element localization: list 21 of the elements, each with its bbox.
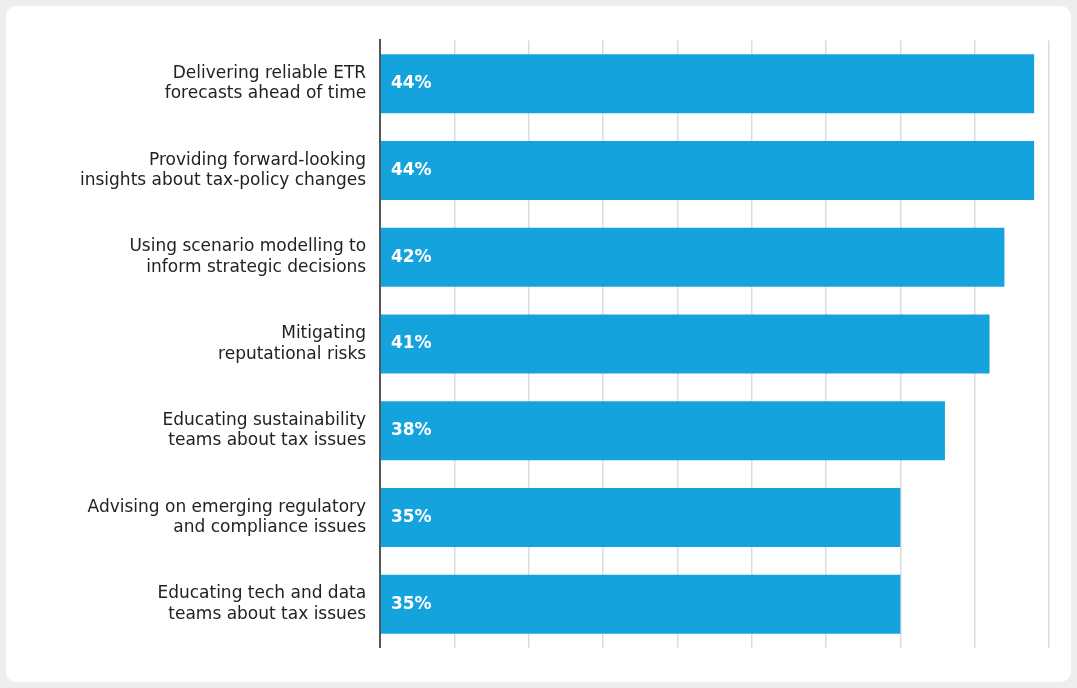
data-label: 44% — [390, 158, 432, 179]
bar — [380, 141, 1035, 201]
bar — [380, 487, 901, 547]
y-tick-label: Using scenario modelling to inform strategic decisions — [129, 235, 367, 276]
y-tick-label: Mitigating reputational risks — [218, 322, 367, 363]
bar — [380, 314, 990, 374]
data-label: 42% — [390, 245, 432, 266]
bar — [380, 574, 901, 634]
data-label: 41% — [390, 332, 432, 353]
data-label: 35% — [390, 592, 432, 613]
bar — [380, 401, 945, 461]
y-tick-label: Providing forward-looking insights about tax-policy changes — [80, 148, 367, 190]
data-label: 44% — [390, 72, 432, 93]
y-tick-label: Advising on emerging regulatory and compliance issues — [87, 495, 367, 537]
bar — [380, 54, 1035, 114]
y-tick-label: Educating sustainability teams about tax issues — [162, 408, 367, 450]
bar — [380, 227, 1005, 287]
data-label: 35% — [390, 505, 432, 526]
y-tick-label: Delivering reliable ETR forecasts ahead of time — [164, 61, 367, 103]
y-tick-label: Educating tech and data teams about tax issues — [157, 582, 367, 623]
data-label: 38% — [390, 419, 432, 440]
